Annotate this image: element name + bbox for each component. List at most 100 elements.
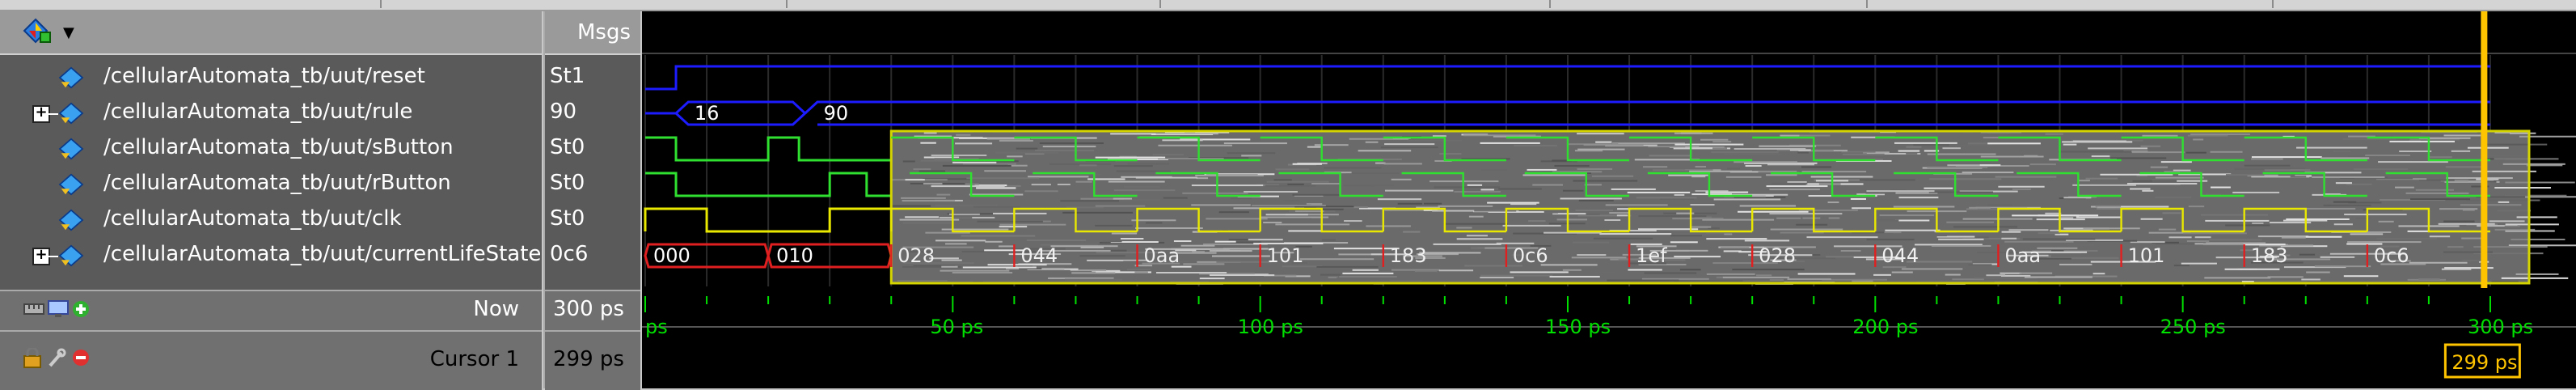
name-pane-header: ▼ <box>0 11 542 55</box>
activity-streak <box>941 259 962 261</box>
signal-name: /cellularAutomata_tb/uut/reset <box>103 65 425 89</box>
activity-streak <box>1947 164 1993 167</box>
activity-streak <box>1366 225 1411 227</box>
activity-streak <box>1288 230 1323 232</box>
activity-streak <box>2045 212 2062 214</box>
activity-streak <box>1726 167 1740 170</box>
activity-streak <box>1342 272 1394 274</box>
activity-streak <box>2131 151 2185 154</box>
activity-streak <box>961 251 1037 253</box>
activity-streak <box>923 178 973 180</box>
activity-streak <box>1110 133 1168 135</box>
activity-streak <box>2126 183 2198 185</box>
activity-streak <box>1164 131 1230 134</box>
activity-streak <box>1638 263 1687 265</box>
activity-streak <box>1706 238 1767 240</box>
activity-streak <box>1439 153 1462 155</box>
activity-streak <box>1712 147 1728 150</box>
sbutton-wave <box>2121 136 2244 162</box>
activity-streak <box>2225 224 2270 227</box>
activity-streak <box>934 158 979 160</box>
clk-wave <box>1259 207 1383 233</box>
activity-streak <box>1352 269 1379 271</box>
rbutton-wave <box>1894 172 1999 197</box>
activity-streak <box>1744 162 1818 164</box>
activity-streak <box>1954 144 1994 146</box>
activity-streak <box>2076 216 2121 218</box>
cursor-box-label: 299 ps <box>2451 351 2517 374</box>
remove-icon[interactable] <box>71 348 91 367</box>
activity-streak <box>2410 198 2470 201</box>
activity-streak <box>1155 272 1227 274</box>
activity-streak <box>1480 277 1514 279</box>
activity-streak <box>1203 243 1268 245</box>
waveform-pane[interactable]: 16 90 000 010 028 044 0aa 101 183 0c6 1ef 028 044 0aa… <box>642 11 2576 388</box>
ruler-icon[interactable] <box>23 299 45 319</box>
activity-streak <box>1075 180 1092 183</box>
activity-streak <box>1038 249 1111 252</box>
activity-streak <box>2461 237 2484 240</box>
wrench-icon[interactable] <box>47 348 66 369</box>
activity-streak <box>2164 171 2181 173</box>
rbutton-wave <box>1771 172 1876 197</box>
activity-streak <box>1675 249 1708 252</box>
activity-streak <box>1859 179 1915 181</box>
wave-diamond-icon[interactable] <box>23 18 58 47</box>
monitor-icon[interactable] <box>47 299 70 319</box>
activity-streak <box>1828 217 1840 219</box>
now-value: 300 ps <box>553 298 624 322</box>
activity-streak <box>2312 176 2385 178</box>
signal-row[interactable]: /cellularAutomata_tb/uut/rButton <box>0 167 542 202</box>
activity-streak <box>1653 169 1713 172</box>
bus-value-label: 0c6 <box>2374 244 2409 267</box>
activity-streak <box>1266 180 1329 183</box>
activity-streak <box>2301 278 2321 281</box>
activity-streak <box>1191 204 1251 206</box>
signal-row[interactable]: /cellularAutomata_tb/uut/sButton <box>0 131 542 167</box>
expand-toggle[interactable]: + <box>32 248 50 265</box>
clk-wave <box>2243 207 2367 233</box>
signal-row[interactable]: + /cellularAutomata_tb/uut/currentLifeSta… <box>0 238 542 273</box>
activity-streak <box>2090 261 2156 263</box>
activity-streak <box>1510 271 1569 273</box>
activity-streak <box>1488 210 1544 213</box>
add-icon[interactable] <box>71 299 91 319</box>
expand-toggle[interactable]: + <box>32 105 50 123</box>
activity-streak <box>1769 278 1784 281</box>
activity-streak <box>2200 214 2268 216</box>
activity-streak <box>2444 267 2494 269</box>
activity-streak <box>940 269 1010 272</box>
msgs-label: Msgs <box>576 21 631 45</box>
activity-streak <box>1611 188 1656 190</box>
activity-streak <box>1461 158 1510 160</box>
activity-streak <box>1026 240 1087 242</box>
waveform-canvas[interactable]: 16 90 000 010 028 044 0aa 101 183 0c6 1ef 028 044 0aa… <box>642 11 2576 388</box>
signal-row[interactable]: /cellularAutomata_tb/uut/clk <box>0 202 542 238</box>
activity-streak <box>1116 170 1172 172</box>
activity-streak <box>2333 201 2357 203</box>
chevron-down-icon[interactable]: ▼ <box>63 26 74 42</box>
activity-streak <box>1377 198 1422 201</box>
activity-streak <box>1113 189 1176 192</box>
lock-icon[interactable] <box>23 348 42 369</box>
signal-row[interactable]: /cellularAutomata_tb/uut/reset <box>0 60 542 95</box>
activity-streak <box>955 160 1019 163</box>
activity-streak <box>2451 150 2471 152</box>
activity-streak <box>1769 213 1843 215</box>
activity-streak <box>2440 180 2468 182</box>
signal-row[interactable]: + /cellularAutomata_tb/uut/rule <box>0 95 542 131</box>
activity-streak <box>1158 144 1232 146</box>
activity-streak <box>1263 221 1282 223</box>
activity-streak <box>1776 217 1801 219</box>
activity-streak <box>2378 220 2394 223</box>
activity-streak <box>962 266 1037 269</box>
activity-streak <box>1591 175 1634 177</box>
activity-streak <box>1856 193 1886 196</box>
activity-streak <box>897 279 948 282</box>
activity-streak <box>899 218 960 221</box>
activity-streak <box>1734 196 1786 198</box>
activity-streak <box>2348 201 2382 204</box>
cursor-box <box>2443 343 2521 379</box>
activity-streak <box>1780 134 1800 137</box>
activity-streak <box>1339 275 1397 278</box>
